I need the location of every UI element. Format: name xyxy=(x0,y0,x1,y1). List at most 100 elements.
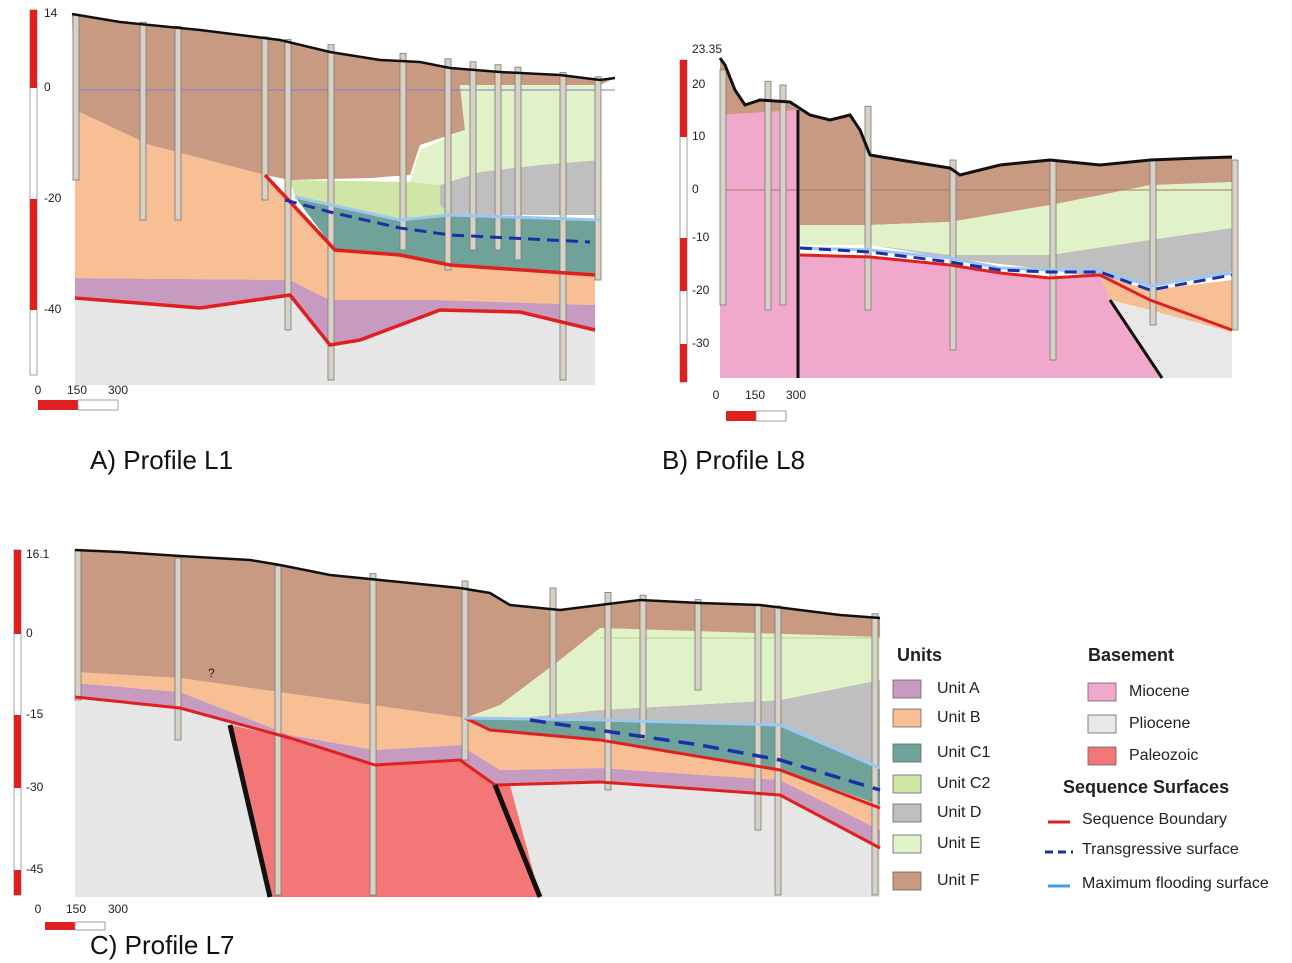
legend-label: Sequence Boundary xyxy=(1082,811,1227,828)
page: Profiles {"panels": [ {"caption": "A) Pr… xyxy=(0,0,1292,963)
profile-l7 xyxy=(14,550,880,930)
elevation-tick-label: -15 xyxy=(26,707,44,721)
borehole xyxy=(1232,160,1238,330)
borehole xyxy=(695,600,701,690)
legend-label: Miocene xyxy=(1129,683,1190,700)
elevation-tick-label: -20 xyxy=(692,283,710,297)
scale-bar xyxy=(14,715,21,788)
borehole xyxy=(1050,160,1056,360)
body: Units Unit A Unit B Unit C1 Unit C2 Unit D Uni… xyxy=(0,0,1292,963)
legend-label: Unit A xyxy=(937,680,980,697)
scale-label: 150 xyxy=(745,388,765,402)
panel-caption: A) Profile L1 xyxy=(90,445,233,475)
scale-bar xyxy=(14,550,21,634)
elevation-tick-label: -10 xyxy=(692,230,710,244)
legend-label: Unit B xyxy=(937,709,981,726)
scale-label: 0 xyxy=(713,388,720,402)
legend-label: Transgressive surface xyxy=(1082,841,1239,858)
borehole xyxy=(720,70,726,305)
panel-caption: B) Profile L8 xyxy=(662,445,805,475)
scale-bar xyxy=(75,922,105,930)
scale-bar xyxy=(78,400,118,410)
legend-label: Unit C2 xyxy=(937,775,990,792)
borehole xyxy=(140,22,146,220)
borehole xyxy=(950,160,956,350)
legend-label: Unit D xyxy=(937,804,981,821)
scale-bar xyxy=(30,199,37,310)
scale-label: 300 xyxy=(108,383,128,397)
legend-label: Unit F xyxy=(937,872,980,889)
elevation-tick-label: -30 xyxy=(26,780,44,794)
borehole xyxy=(605,592,611,790)
borehole xyxy=(462,581,468,760)
borehole xyxy=(75,550,81,700)
scale-label: 150 xyxy=(67,383,87,397)
borehole xyxy=(515,67,521,260)
profile-l8 xyxy=(680,58,1238,421)
profile-l1 xyxy=(30,10,615,410)
legend-title: Basement xyxy=(1088,645,1174,665)
legend-swatch xyxy=(893,835,921,853)
legend-swatch xyxy=(893,775,921,793)
elevation-tick-label: 10 xyxy=(692,129,706,143)
scale-bar xyxy=(680,60,687,137)
elevation-tick-label: 20 xyxy=(692,77,706,91)
legend-swatch xyxy=(893,680,921,698)
legend-title: Sequence Surfaces xyxy=(1063,777,1229,797)
legend-swatch xyxy=(893,872,921,890)
legend-title: Units xyxy=(897,645,942,665)
legend-label: Unit C1 xyxy=(937,744,990,761)
scale-label: 0 xyxy=(35,383,42,397)
borehole xyxy=(765,81,771,310)
elevation-tick-label: 0 xyxy=(692,182,699,196)
legend: Units Unit A Unit B Unit C1 Unit C2 Unit D Uni… xyxy=(893,645,1269,892)
scale-label: 300 xyxy=(108,902,128,916)
borehole xyxy=(560,73,566,380)
borehole xyxy=(370,574,376,895)
elevation-tick-label: 14 xyxy=(44,6,58,20)
borehole xyxy=(595,77,601,280)
borehole xyxy=(780,85,786,305)
scale-bar xyxy=(38,400,78,410)
elevation-tick-label: 0 xyxy=(44,80,51,94)
elevation-tick-label: -45 xyxy=(26,862,44,876)
borehole xyxy=(872,614,878,895)
borehole xyxy=(470,62,476,250)
scale-bar xyxy=(680,344,687,382)
elevation-tick-label: -20 xyxy=(44,191,62,205)
legend-swatch xyxy=(893,744,921,762)
figure: Units Unit A Unit B Unit C1 Unit C2 Unit D Uni… xyxy=(0,0,1292,963)
elevation-tick-label: 0 xyxy=(26,626,33,640)
legend-swatch xyxy=(1088,715,1116,733)
borehole xyxy=(550,588,556,720)
borehole xyxy=(755,604,761,830)
elevation-tick-label: 16.1 xyxy=(26,547,50,561)
legend-swatch xyxy=(1088,683,1116,701)
legend-label: Pliocene xyxy=(1129,715,1190,732)
scale-bar xyxy=(680,238,687,291)
scale-label: 150 xyxy=(66,902,86,916)
elevation-tick-label: 23.35 xyxy=(692,42,722,56)
borehole xyxy=(775,606,781,895)
borehole xyxy=(175,558,181,740)
legend-swatch xyxy=(1088,747,1116,765)
scale-bar xyxy=(756,411,786,421)
borehole xyxy=(445,59,451,270)
scale-label: 0 xyxy=(35,902,42,916)
legend-swatch xyxy=(893,804,921,822)
panel-caption: C) Profile L7 xyxy=(90,930,235,960)
scale-bar xyxy=(14,870,21,895)
scale-bar xyxy=(45,922,75,930)
scale-bar xyxy=(30,10,37,88)
elevation-tick-label: -30 xyxy=(692,336,710,350)
borehole xyxy=(175,26,181,220)
scale-label: 300 xyxy=(786,388,806,402)
borehole xyxy=(73,14,79,180)
legend-label: Unit E xyxy=(937,835,981,852)
legend-label: Maximum flooding surface xyxy=(1082,875,1269,892)
borehole xyxy=(865,106,871,310)
borehole xyxy=(275,566,281,895)
legend-label: Paleozoic xyxy=(1129,747,1198,764)
borehole xyxy=(640,595,646,740)
annotation: ? xyxy=(208,666,215,680)
